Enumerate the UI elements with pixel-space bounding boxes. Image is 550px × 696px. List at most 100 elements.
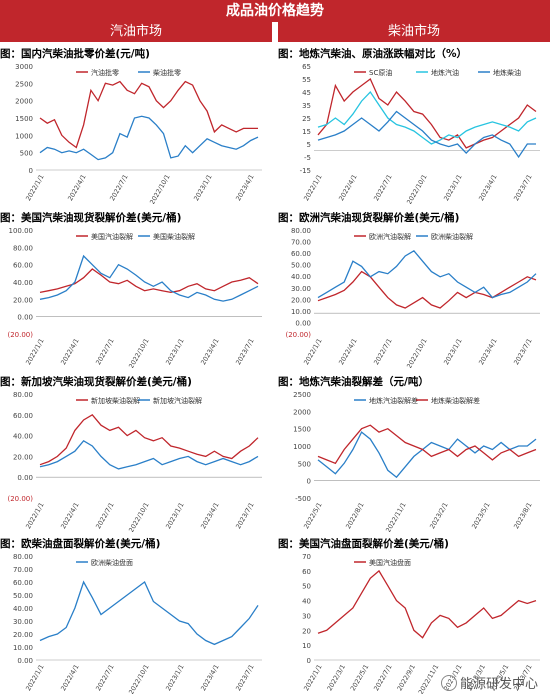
y-tick-label: 0 (307, 657, 311, 665)
y-tick-label: 20.00 (13, 296, 33, 304)
y-tick-label: 40 (302, 598, 311, 606)
y-tick-label: 10.00 (291, 308, 311, 316)
y-tick-label: 25 (302, 115, 311, 123)
x-tick-label: 2023/7/1 (512, 337, 534, 366)
series-line-0 (39, 413, 259, 466)
series-line-1 (39, 439, 259, 470)
y-tick-label: -5 (304, 154, 311, 162)
y-tick-label: 60.00 (13, 262, 33, 270)
y-tick-label: 5 (307, 141, 311, 149)
y-tick-label: (20.00) (285, 331, 311, 339)
x-tick-label: 2023/4/1 (477, 337, 499, 366)
series-line-1 (317, 249, 537, 299)
legend-label: 地炼柴油裂解差 (431, 396, 480, 405)
y-tick-label: 2500 (293, 391, 311, 399)
column-header-diesel: 柴油市场 (278, 22, 550, 42)
page-banner: 成品油价格趋势 (0, 0, 550, 22)
chart-svg: -500 0 500 1000 1500 2000 2500 2022/5/1 2022/8/1… (293, 391, 540, 532)
y-tick-label: -500 (295, 495, 311, 503)
x-tick-label: 2022/8/1 (344, 501, 366, 530)
chart-panel-c8: 图：美国汽油盘面裂解价差(美元/桶) 0 10 20 30 40 50 60 70 2022/1/… (278, 536, 550, 694)
chart-svg: (20.00) 0.00 20.00 40.00 60.00 80.00 100.00 202… (7, 227, 262, 368)
y-tick-label: 0.00 (295, 319, 311, 327)
series-line-0 (317, 431, 537, 479)
series-line-0 (317, 270, 537, 309)
chart-panel-c3: 图：美国汽柴油现货裂解价差(美元/桶) (20.00) 0.00 20.00 40.00… (0, 210, 272, 368)
x-tick-label: 2023/1/1 (192, 173, 214, 202)
chart-title: 图：新加坡汽柴油现货裂解价差(美元/桶) (0, 376, 192, 388)
y-tick-label: 55 (302, 76, 311, 84)
x-tick-label: 2022/1/1 (24, 173, 46, 202)
x-tick-label: 2023/4/1 (199, 337, 221, 366)
chart-panel-c2: 图：地炼汽柴油、原油涨跌幅对比（%） -15 -5 5 15 25 35 45 55 65 2022… (278, 46, 550, 204)
series-line-0 (317, 569, 537, 639)
x-tick-label: 2022/3/1 (326, 663, 348, 692)
y-tick-label: 2000 (293, 408, 311, 416)
x-tick-label: 2022/1/1 (24, 501, 46, 530)
legend-label: 欧洲柴油裂解 (431, 232, 473, 241)
series-line-0 (39, 580, 259, 646)
x-tick-label: 2022/10/1 (148, 173, 172, 204)
x-tick-label: 2023/4/1 (234, 173, 256, 202)
x-tick-label: 2023/1/1 (164, 337, 186, 366)
y-tick-label: (20.00) (7, 495, 33, 503)
y-tick-label: 40.00 (13, 433, 33, 441)
chart-title: 图：地炼汽柴油裂解差（元/吨） (278, 376, 429, 388)
x-tick-label: 2023/1/1 (442, 173, 464, 202)
legend-label: 汽油批零 (91, 68, 119, 77)
x-tick-label: 2022/10/1 (127, 501, 151, 532)
legend-label: 美国柴油裂解 (153, 232, 195, 241)
y-tick-label: 60.00 (13, 412, 33, 420)
x-tick-label: 2023/1/1 (442, 337, 464, 366)
y-tick-label: 40.00 (13, 279, 33, 287)
x-tick-label: 2022/4/1 (59, 501, 81, 530)
x-tick-label: 2023/7/1 (234, 663, 256, 692)
y-tick-label: -15 (300, 167, 311, 175)
y-tick-label: 65 (302, 63, 311, 71)
y-tick-label: 30 (302, 612, 311, 620)
y-tick-label: 10.00 (13, 644, 33, 652)
chart-panel-c7: 图：欧柴油盘面裂解价差(美元/桶) 0.00 10.00 20.00 30.00 40.0… (0, 536, 272, 694)
legend-label: 地炼柴油 (493, 68, 521, 77)
y-tick-label: 500 (298, 460, 311, 468)
y-tick-label: 40.00 (291, 273, 311, 281)
y-tick-label: 3000 (15, 63, 33, 71)
y-tick-label: 0.00 (17, 314, 33, 322)
series-line-1 (317, 90, 537, 145)
x-tick-label: 2023/4/1 (199, 663, 221, 692)
chart-svg: 0 500 1000 1500 2000 2500 3000 2022/1/1 2022/4/1… (15, 63, 262, 204)
y-tick-label: (20.00) (7, 331, 33, 339)
x-tick-label: 2022/7/1 (108, 173, 130, 202)
chart-title: 图：地炼汽柴油、原油涨跌幅对比（%） (278, 48, 468, 60)
x-tick-label: 2022/4/1 (59, 337, 81, 366)
chart-title: 图：欧柴油盘面裂解价差(美元/桶) (0, 538, 161, 550)
x-tick-label: 2023/7/1 (234, 337, 256, 366)
y-tick-label: 80.00 (13, 391, 33, 399)
x-tick-label: 2022/4/1 (59, 663, 81, 692)
legend-label: 地炼汽油裂解差 (369, 396, 418, 405)
x-tick-label: 2023/7/1 (512, 173, 534, 202)
y-tick-label: 60.00 (13, 579, 33, 587)
y-tick-label: 1500 (293, 426, 311, 434)
y-tick-label: 0.00 (17, 474, 33, 482)
x-tick-label: 2022/10/1 (405, 173, 429, 204)
y-tick-label: 100.00 (9, 227, 34, 235)
x-tick-label: 2023/5/1 (470, 501, 492, 530)
y-tick-label: 35 (302, 102, 311, 110)
y-tick-label: 70 (302, 553, 311, 561)
y-tick-label: 80.00 (13, 244, 33, 252)
y-tick-label: 70.00 (13, 566, 33, 574)
chart-panel-c5: 图：新加坡汽柴油现货裂解价差(美元/桶) (20.00) 0.00 20.00 40.0… (0, 374, 272, 532)
x-tick-label: 2023/4/1 (477, 173, 499, 202)
y-tick-label: 70.00 (291, 239, 311, 247)
y-tick-label: 20 (302, 627, 311, 635)
y-tick-label: 0 (29, 167, 33, 175)
x-tick-label: 2022/9/1 (396, 663, 418, 692)
y-tick-label: 50 (302, 583, 311, 591)
chart-title: 图：美国汽油盘面裂解价差(美元/桶) (278, 538, 449, 550)
watermark-text: 能源研发中心 (459, 677, 538, 692)
x-tick-label: 2022/5/1 (302, 501, 324, 530)
series-line-0 (317, 77, 537, 149)
x-tick-label: 2022/1/1 (24, 337, 46, 366)
